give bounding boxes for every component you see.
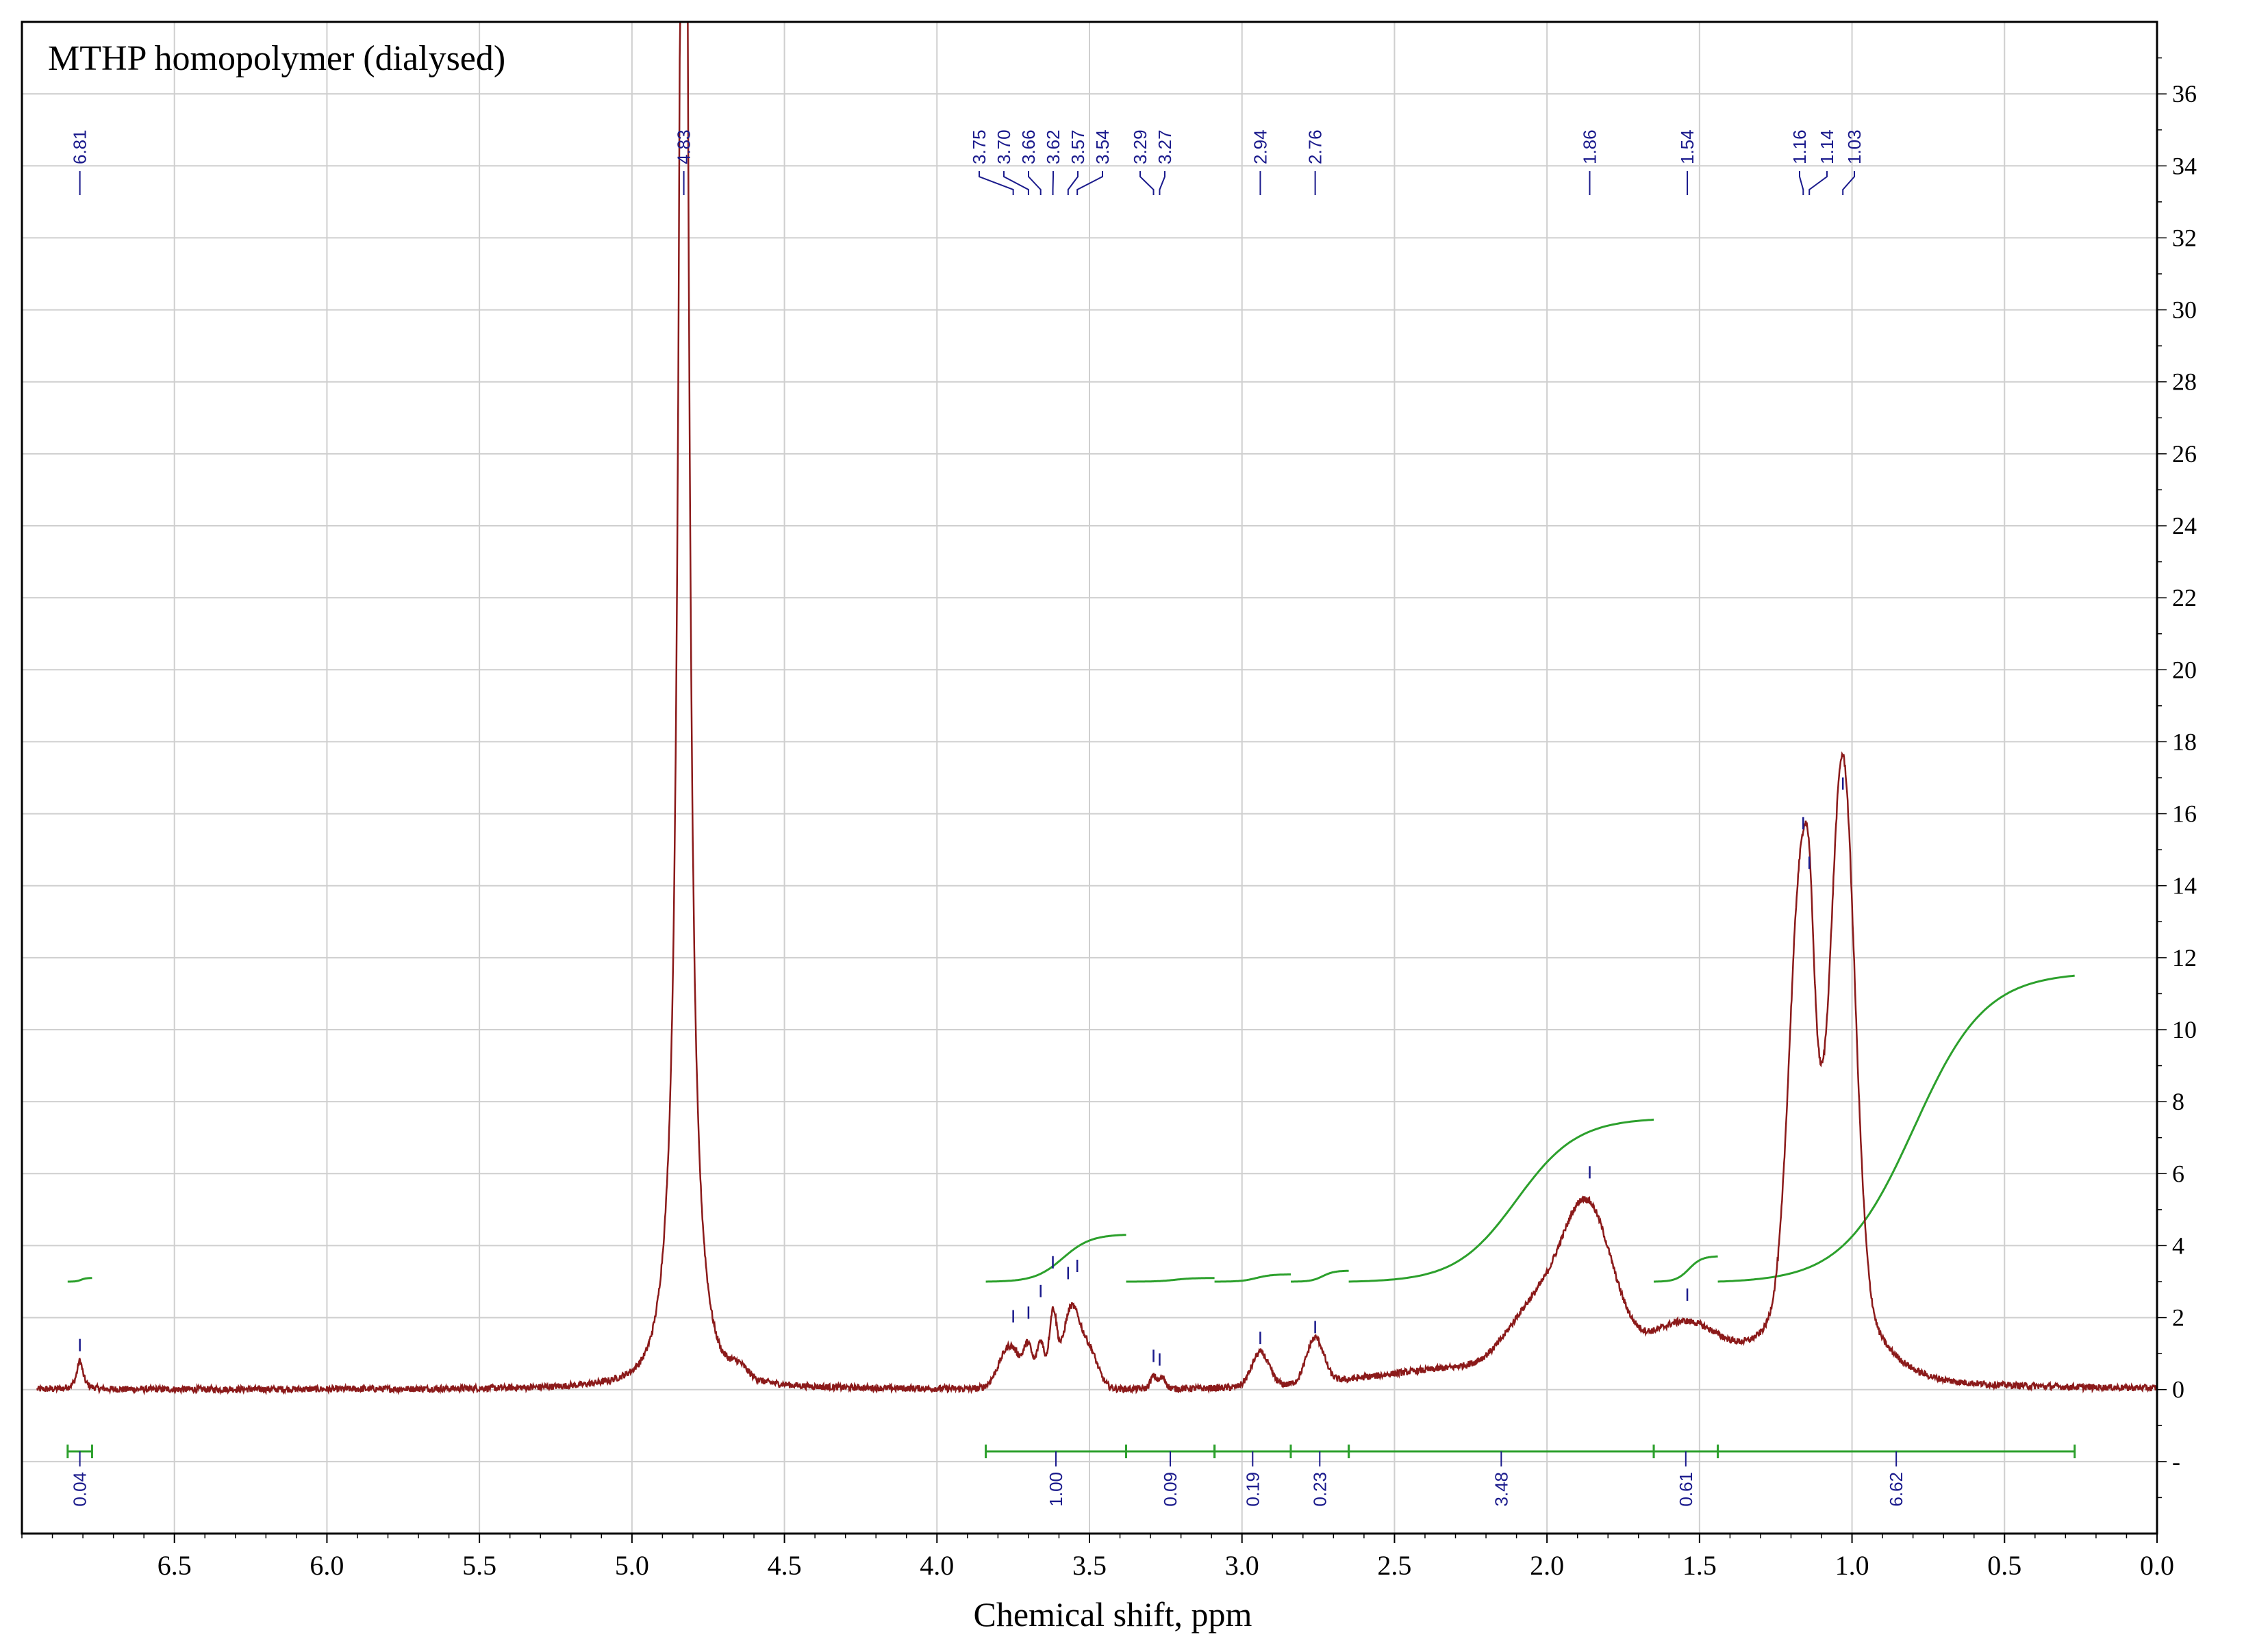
integral-label: 0.19	[1242, 1472, 1263, 1507]
integral-label: 0.23	[1309, 1472, 1330, 1507]
spectrum-line	[37, 22, 2157, 1393]
integral-curve	[1215, 1275, 1291, 1282]
y-tick-label: 0	[2172, 1376, 2184, 1403]
y-tick-label: 12	[2172, 944, 2197, 971]
spectrum-layer	[37, 22, 2157, 1393]
x-tick-label: 2.0	[1530, 1550, 1564, 1581]
peak-label: 3.54	[1092, 129, 1113, 164]
x-tick-label: 5.0	[615, 1550, 649, 1581]
peak-label: 2.94	[1250, 129, 1270, 164]
chart-title: MTHP homopolymer (dialysed)	[48, 39, 505, 78]
integral-label: 0.61	[1676, 1472, 1696, 1507]
x-tick-label: 3.5	[1072, 1550, 1107, 1581]
y-tick-label: 14	[2172, 872, 2197, 900]
integral-curves	[68, 976, 2075, 1282]
peak-label: 3.75	[969, 129, 989, 164]
peak-connector	[1809, 171, 1827, 195]
peak-label: 3.29	[1130, 129, 1150, 164]
peak-connector	[979, 171, 1013, 195]
peak-label: 3.27	[1155, 129, 1175, 164]
peak-label: 3.62	[1043, 129, 1063, 164]
integral-label: 6.62	[1886, 1472, 1906, 1507]
peak-connector	[1800, 171, 1803, 195]
x-tick-label: 1.0	[1835, 1550, 1869, 1581]
peak-label: 2.76	[1305, 129, 1326, 164]
integral-curve	[986, 1235, 1126, 1282]
x-tick-label: 2.5	[1377, 1550, 1411, 1581]
y-tick-label-neg: -	[2172, 1448, 2180, 1475]
x-tick-label: 5.5	[462, 1550, 496, 1581]
x-tick-label: 3.0	[1225, 1550, 1259, 1581]
y-tick-label: 34	[2172, 152, 2197, 179]
peak-label: 3.66	[1018, 129, 1039, 164]
peak-label: 1.14	[1817, 129, 1837, 164]
peak-connector	[1159, 171, 1165, 195]
y-tick-label: 18	[2172, 728, 2197, 755]
y-tick-label: 32	[2172, 224, 2197, 251]
integral-curve	[1654, 1256, 1718, 1282]
peak-connector	[1029, 171, 1041, 195]
integral-label: 0.04	[70, 1472, 90, 1507]
y-tick-label: 28	[2172, 368, 2197, 396]
x-tick-label: 4.0	[920, 1550, 954, 1581]
integral-label: 3.48	[1491, 1472, 1511, 1507]
peak-connector	[1004, 171, 1029, 195]
peak-label: 1.86	[1580, 129, 1600, 164]
x-tick-label: 1.5	[1682, 1550, 1717, 1581]
x-axis-label: Chemical shift, ppm	[974, 1595, 1252, 1634]
integral-curve	[68, 1278, 92, 1282]
axes: 6.5 6.0 5.5 5.0 4.5 4.0 3.5 3.0 2.5 2.0 1.5 1.0 0.5 0…	[22, 22, 2197, 1581]
x-tick-label: 4.5	[768, 1550, 802, 1581]
x-tick-label: 6.0	[310, 1550, 344, 1581]
integral-label: 1.00	[1046, 1472, 1066, 1507]
y-tick-label: 6	[2172, 1160, 2184, 1187]
integral-bars: 0.04 1.00 0.09 0.19 0.23 3.48 0.61 6.62	[68, 1445, 2075, 1507]
x-tick-label: 0.0	[2140, 1550, 2174, 1581]
y-tick-label: 36	[2172, 80, 2197, 107]
integral-curve	[1126, 1278, 1215, 1282]
peak-connector	[1140, 171, 1154, 195]
peak-connector	[1068, 171, 1078, 195]
x-tick-label: 0.5	[1987, 1550, 2021, 1581]
y-tick-label: 2	[2172, 1304, 2184, 1332]
integral-curve	[1718, 976, 2075, 1282]
peak-label: 3.57	[1068, 129, 1088, 164]
y-tick-label: 20	[2172, 656, 2197, 683]
y-tick-label: 8	[2172, 1088, 2184, 1115]
y-tick-label: 30	[2172, 296, 2197, 324]
peak-label: 6.81	[70, 129, 90, 164]
integral-label: 0.09	[1160, 1472, 1181, 1507]
y-tick-label: 10	[2172, 1016, 2197, 1043]
y-tick-label: 26	[2172, 440, 2197, 468]
peak-label: 3.70	[994, 129, 1014, 164]
peak-label: 1.03	[1844, 129, 1865, 164]
y-tick-label: 24	[2172, 512, 2197, 539]
integral-curve	[1291, 1271, 1349, 1282]
y-tick-label: 16	[2172, 800, 2197, 828]
peak-label: 4.83	[674, 129, 694, 164]
y-tick-label: 4	[2172, 1232, 2184, 1259]
y-tick-label: 22	[2172, 584, 2197, 611]
peak-label: 1.16	[1789, 129, 1810, 164]
grid-layer	[22, 22, 2157, 1534]
peak-label: 1.54	[1677, 129, 1698, 164]
x-tick-label: 6.5	[157, 1550, 192, 1581]
